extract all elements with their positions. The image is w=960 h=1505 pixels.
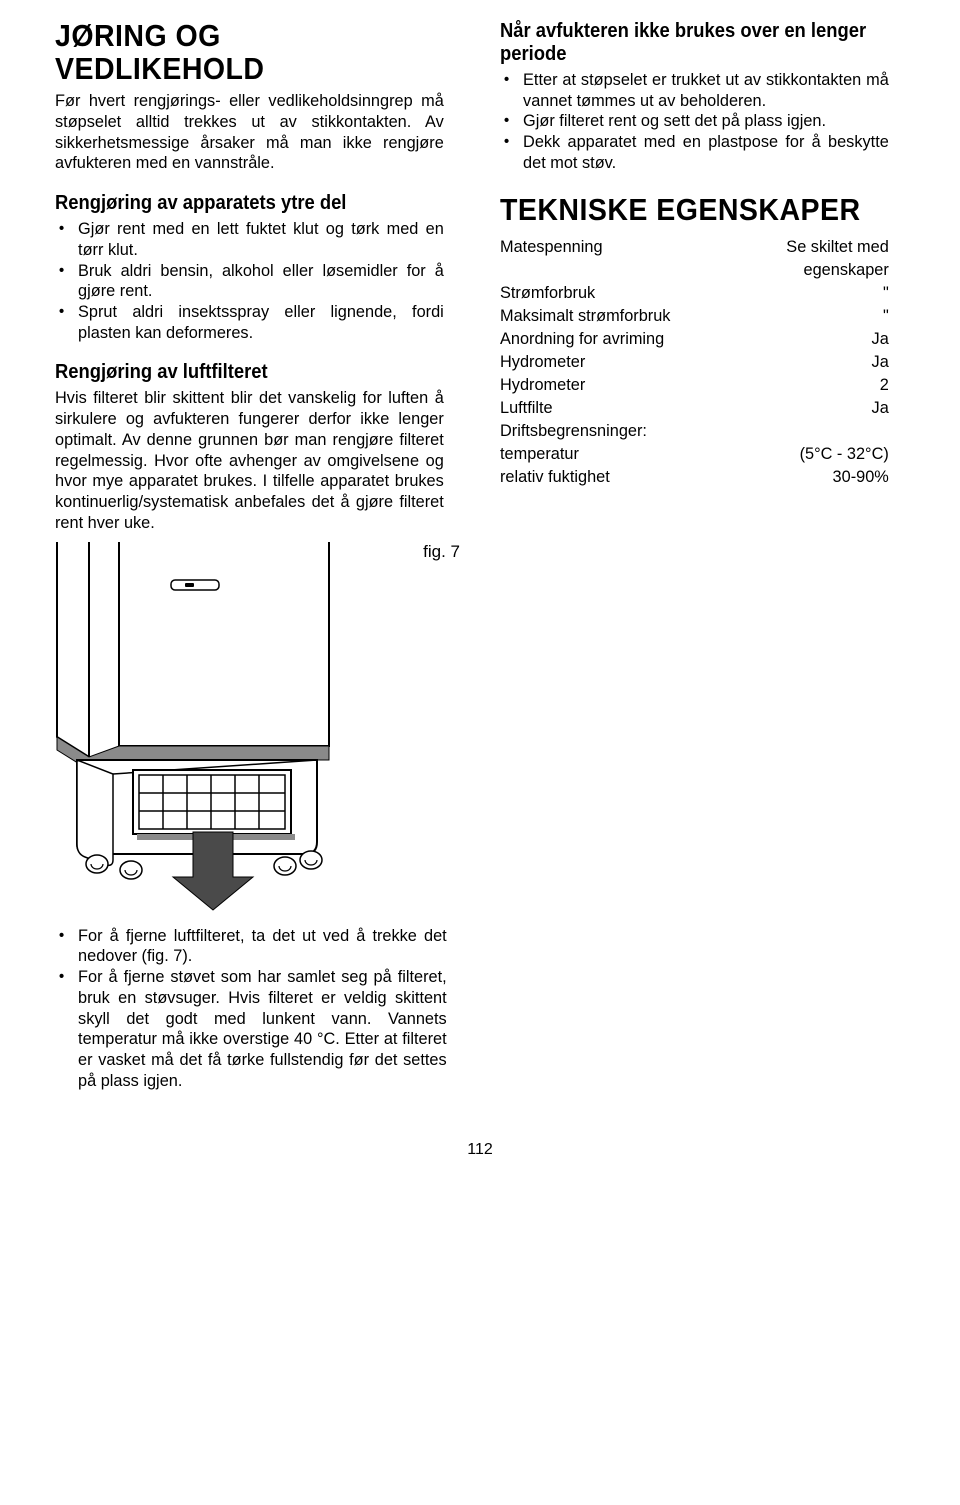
spec-label: Maksimalt strømforbruk xyxy=(500,305,670,328)
spec-row: temperatur (5°C - 32°C) xyxy=(500,443,889,466)
spec-label: Hydrometer xyxy=(500,351,585,374)
spec-value: (5°C - 32°C) xyxy=(800,443,889,466)
list-item: Sprut aldri insektsspray eller lignende,… xyxy=(55,302,444,343)
list-item: Gjør filteret rent og sett det på plass … xyxy=(500,111,889,132)
heading-maintenance: JØRING OG VEDLIKEHOLD xyxy=(55,20,428,85)
spec-table: Matespenning Se skiltet med egenskaper St… xyxy=(500,236,889,488)
list-item: For å fjerne støvet som har samlet seg p… xyxy=(55,967,447,1091)
spec-row: Hydrometer Ja xyxy=(500,351,889,374)
spec-row: Matespenning Se skiltet med egenskaper xyxy=(500,236,889,282)
intro-paragraph: Før hvert rengjørings- eller vedlikehold… xyxy=(55,91,444,174)
list-item: Gjør rent med en lett fuktet klut og tør… xyxy=(55,219,444,260)
filter-removal-list: For å fjerne luftfilteret, ta det ut ved… xyxy=(55,926,463,1092)
spec-value: " xyxy=(883,305,889,328)
spec-value: " xyxy=(883,282,889,305)
spec-value: Ja xyxy=(872,351,889,374)
subheading-exterior: Rengjøring av apparatets ytre del xyxy=(55,192,428,215)
right-column: Når avfukteren ikke brukes over en lenge… xyxy=(500,20,905,912)
filter-paragraph: Hvis filteret blir skittent blir det van… xyxy=(55,388,444,533)
spec-value: 30-90% xyxy=(833,466,889,489)
dehumidifier-diagram xyxy=(55,542,365,912)
spec-label: Driftsbegrensninger: xyxy=(500,420,647,443)
figure-block: fig. 7 xyxy=(55,542,460,912)
heading-specs: TEKNISKE EGENSKAPER xyxy=(500,194,873,227)
list-item: Etter at støpselet er trukket ut av stik… xyxy=(500,70,889,111)
left-column: JØRING OG VEDLIKEHOLD Før hvert rengjøri… xyxy=(55,20,460,912)
spec-value: Se skiltet med egenskaper xyxy=(786,236,888,282)
spec-label: relativ fuktighet xyxy=(500,466,610,489)
spec-value: Ja xyxy=(872,328,889,351)
subheading-storage: Når avfukteren ikke brukes over en lenge… xyxy=(500,20,873,66)
spec-label: Matespenning xyxy=(500,236,603,282)
spec-row: Anordning for avriming Ja xyxy=(500,328,889,351)
subheading-filter: Rengjøring av luftfilteret xyxy=(55,361,428,384)
page-number: 112 xyxy=(55,1141,905,1159)
spec-row: Driftsbegrensninger: xyxy=(500,420,889,443)
figure-caption: fig. 7 xyxy=(423,542,460,562)
spec-value: Ja xyxy=(872,397,889,420)
spec-label: Anordning for avriming xyxy=(500,328,664,351)
bottom-section: For å fjerne luftfilteret, ta det ut ved… xyxy=(55,926,463,1092)
spec-row: Strømforbruk " xyxy=(500,282,889,305)
spec-row: relativ fuktighet 30-90% xyxy=(500,466,889,489)
spec-label: Luftfilte xyxy=(500,397,553,420)
spec-value: 2 xyxy=(880,374,889,397)
spec-row: Maksimalt strømforbruk " xyxy=(500,305,889,328)
list-item: Dekk apparatet med en plastpose for å be… xyxy=(500,132,889,173)
spec-label: Strømforbruk xyxy=(500,282,595,305)
spec-label: temperatur xyxy=(500,443,579,466)
storage-list: Etter at støpselet er trukket ut av stik… xyxy=(500,70,905,174)
exterior-list: Gjør rent med en lett fuktet klut og tør… xyxy=(55,219,460,343)
spec-row: Luftfilte Ja xyxy=(500,397,889,420)
spec-label: Hydrometer xyxy=(500,374,585,397)
spec-row: Hydrometer 2 xyxy=(500,374,889,397)
list-item: Bruk aldri bensin, alkohol eller løsemid… xyxy=(55,261,444,302)
list-item: For å fjerne luftfilteret, ta det ut ved… xyxy=(55,926,447,967)
